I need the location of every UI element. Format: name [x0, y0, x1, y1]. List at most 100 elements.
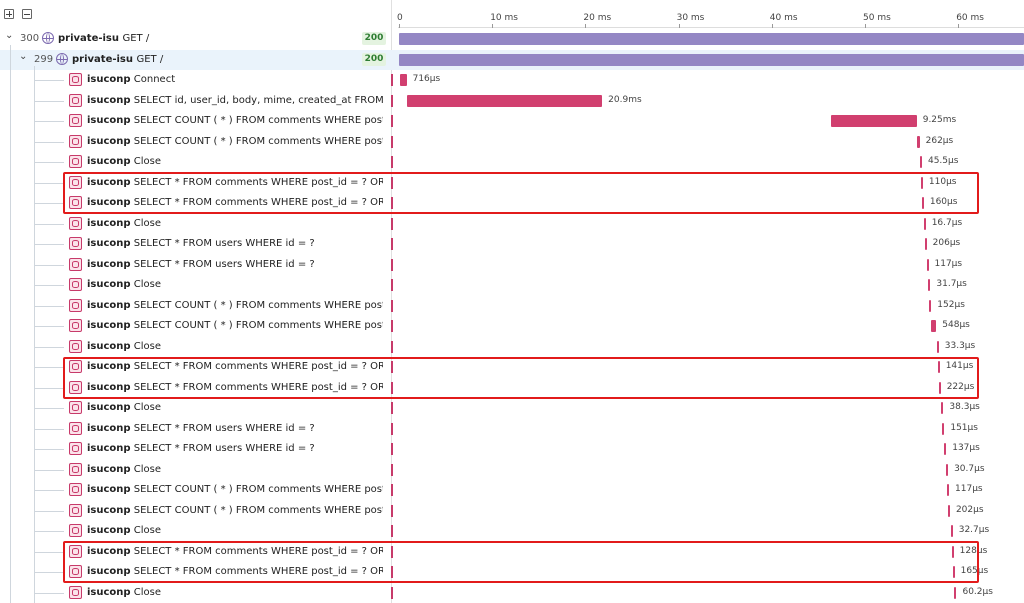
service-label: isuconp	[87, 74, 131, 85]
span-label: isuconp Connect	[87, 74, 383, 85]
span-bar[interactable]	[936, 340, 939, 353]
trace-row-db[interactable]: isuconp SELECT COUNT ( * ) FROM comments…	[0, 316, 1024, 336]
span-duration: 151µs	[950, 422, 978, 433]
trace-row-db[interactable]: isuconp SELECT * FROM comments WHERE pos…	[0, 542, 1024, 562]
service-label: isuconp	[87, 258, 131, 270]
operation-label: SELECT COUNT ( * ) FROM comments WHERE p…	[133, 484, 383, 495]
trace-row-db[interactable]: isuconp SELECT * FROM users WHERE id = ?…	[0, 439, 1024, 459]
trace-row-db[interactable]: isuconp Close 31.7µs	[0, 275, 1024, 295]
span-bar[interactable]	[929, 299, 932, 312]
operation-label: Close	[133, 586, 162, 598]
span-bar[interactable]	[399, 33, 1024, 45]
trace-row-db[interactable]: isuconp SELECT COUNT ( * ) FROM comments…	[0, 132, 1024, 152]
span-duration: 152µs	[937, 299, 965, 310]
span-tick-mark	[391, 94, 393, 107]
trace-row-db[interactable]: isuconp SELECT * FROM users WHERE id = ?…	[0, 255, 1024, 275]
service-label: isuconp	[87, 525, 131, 536]
database-icon	[69, 134, 82, 148]
trace-row-db[interactable]: isuconp SELECT COUNT ( * ) FROM comments…	[0, 501, 1024, 521]
span-bar[interactable]	[931, 320, 937, 332]
span-bar[interactable]	[923, 217, 926, 230]
span-bar[interactable]	[921, 197, 924, 209]
operation-label: SELECT * FROM users WHERE id = ?	[133, 443, 315, 454]
span-bar[interactable]	[941, 402, 944, 414]
span-label: isuconp SELECT COUNT ( * ) FROM comments…	[87, 300, 383, 311]
trace-row-db[interactable]: isuconp Close 33.3µs	[0, 337, 1024, 357]
span-duration: 33.3µs	[944, 340, 976, 351]
span-bar[interactable]	[399, 53, 1024, 66]
collapse-all-icon[interactable]	[22, 9, 32, 19]
span-bar[interactable]	[919, 156, 922, 168]
trace-row-db[interactable]: isuconp SELECT COUNT ( * ) FROM comments…	[0, 296, 1024, 316]
span-bar[interactable]	[944, 443, 947, 455]
span-bar[interactable]	[407, 94, 603, 107]
span-bar[interactable]	[920, 176, 923, 189]
chevron-down-icon[interactable]: ⌄	[19, 50, 28, 62]
trace-row-db[interactable]: isuconp Close 60.2µs	[0, 583, 1024, 603]
service-label: isuconp	[87, 299, 131, 311]
service-label: isuconp	[87, 463, 131, 475]
span-bar[interactable]	[938, 381, 941, 394]
span-label: isuconp SELECT COUNT ( * ) FROM comments…	[87, 136, 383, 147]
trace-row-db[interactable]: isuconp SELECT id, user_id, body, mime, …	[0, 91, 1024, 111]
trace-row-db[interactable]: isuconp Close 32.7µs	[0, 521, 1024, 541]
span-duration: 716µs	[412, 74, 441, 84]
database-icon	[69, 442, 82, 455]
chevron-down-icon[interactable]: ⌄	[5, 30, 14, 41]
operation-label: SELECT COUNT ( * ) FROM comments WHERE p…	[133, 299, 383, 311]
span-bar[interactable]	[947, 504, 950, 517]
span-bar[interactable]	[399, 74, 407, 86]
span-bar[interactable]	[946, 463, 949, 476]
span-bar[interactable]	[928, 279, 931, 291]
tree-guide	[34, 65, 35, 603]
span-tick-mark	[391, 115, 393, 127]
span-label: isuconp Close	[87, 464, 383, 475]
span-bar[interactable]	[942, 422, 945, 435]
span-bar[interactable]	[937, 361, 940, 373]
span-bar[interactable]	[917, 135, 920, 148]
trace-row-db[interactable]: isuconp SELECT * FROM comments WHERE pos…	[0, 378, 1024, 398]
axis-tick-label: 20 ms	[583, 13, 612, 23]
tree-connector	[34, 592, 64, 594]
span-bar[interactable]	[830, 115, 917, 127]
operation-label: Connect	[133, 74, 176, 85]
database-icon	[69, 380, 82, 394]
trace-row-db[interactable]: isuconp Connect 716µs	[0, 70, 1024, 90]
trace-row-db[interactable]: isuconp SELECT * FROM users WHERE id = ?…	[0, 234, 1024, 254]
span-tick-mark	[391, 74, 393, 86]
expand-all-icon[interactable]	[4, 9, 14, 19]
globe-icon	[56, 52, 68, 65]
trace-row-http[interactable]: ⌄ 300 private-isu GET / 200	[0, 29, 1024, 49]
trace-row-db[interactable]: isuconp SELECT COUNT ( * ) FROM comments…	[0, 111, 1024, 131]
span-bar[interactable]	[924, 238, 927, 250]
trace-row-db[interactable]: isuconp SELECT * FROM comments WHERE pos…	[0, 193, 1024, 213]
span-bar[interactable]	[954, 586, 957, 599]
database-icon	[69, 401, 82, 414]
span-label: isuconp SELECT * FROM comments WHERE pos…	[87, 197, 383, 208]
span-bar[interactable]	[951, 545, 954, 558]
database-icon	[69, 360, 82, 373]
span-bar[interactable]	[947, 484, 950, 496]
service-label: private-isu	[72, 53, 133, 65]
trace-row-db[interactable]: isuconp SELECT * FROM comments WHERE pos…	[0, 562, 1024, 582]
tree-connector	[34, 100, 64, 102]
trace-row-db[interactable]: isuconp Close 30.7µs	[0, 460, 1024, 480]
trace-row-db[interactable]: isuconp Close 45.5µs	[0, 152, 1024, 172]
trace-row-db[interactable]: isuconp SELECT COUNT ( * ) FROM comments…	[0, 480, 1024, 500]
trace-row-db[interactable]: isuconp SELECT * FROM users WHERE id = ?…	[0, 419, 1024, 439]
trace-row-http[interactable]: ⌄ 299 private-isu GET / 200	[0, 49, 1024, 70]
span-duration: 165µs	[960, 566, 989, 576]
span-bar[interactable]	[950, 525, 953, 537]
span-tick-mark	[391, 586, 393, 599]
trace-row-db[interactable]: isuconp Close 16.7µs	[0, 214, 1024, 234]
span-bar[interactable]	[952, 566, 955, 578]
trace-row-db[interactable]: isuconp Close 38.3µs	[0, 398, 1024, 418]
status-badge: 200	[362, 32, 386, 45]
trace-row-db[interactable]: isuconp SELECT * FROM comments WHERE pos…	[0, 173, 1024, 193]
span-label: isuconp Close	[87, 341, 383, 352]
database-icon	[69, 339, 82, 353]
trace-row-db[interactable]: isuconp SELECT * FROM comments WHERE pos…	[0, 357, 1024, 377]
tree-connector	[34, 223, 64, 225]
span-tick-mark	[391, 299, 393, 312]
span-bar[interactable]	[926, 258, 929, 271]
